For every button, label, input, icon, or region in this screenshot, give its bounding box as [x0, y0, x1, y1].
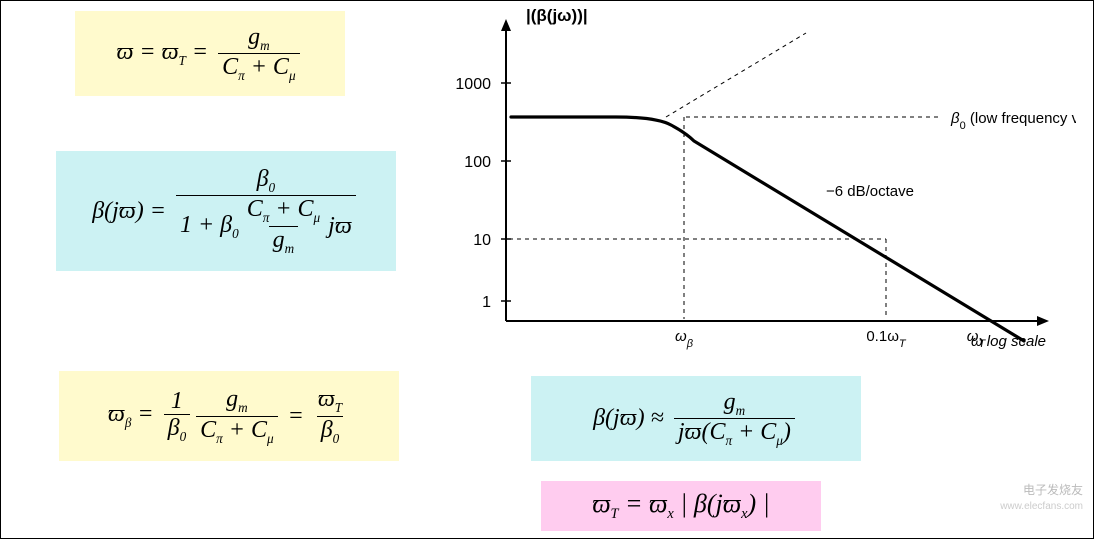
eq3-f3-den: β0	[317, 416, 344, 446]
eq4-lhs: β(jϖ) ≈	[593, 405, 670, 431]
eq4-num: gm	[720, 389, 750, 418]
eq3-f2-den: Cπ + Cμ	[196, 416, 277, 446]
x-axis-label: ω log scale	[971, 333, 1046, 350]
eq3-f3: ϖT β0	[314, 386, 346, 446]
equation-beta-approx: β(jϖ) ≈ gm jϖ(Cπ + Cμ)	[531, 376, 861, 461]
eq1-num: gm	[244, 24, 274, 53]
eq1-frac: gm Cπ + Cμ	[218, 24, 299, 84]
eq2-den-frac-num: Cπ + Cμ	[243, 196, 324, 225]
watermark: 电子发烧友	[1023, 481, 1083, 498]
chart-title: |(β(jω))|	[526, 6, 588, 25]
xtick-01wt: 0.1ωT	[866, 328, 907, 350]
eq3-f1: 1 β0	[164, 388, 191, 445]
equation-omega-beta: ϖβ = 1 β0 gm Cπ + Cμ = ϖT β0	[59, 371, 399, 461]
equation-beta-jw: β(jϖ) = β0 1 + β0 Cπ + Cμ gm jϖ	[56, 151, 396, 271]
axes	[501, 19, 1049, 326]
eq3-f2: gm Cπ + Cμ	[196, 386, 277, 446]
bode-plot: 1 10 100 1000 |(β(jω))| ωβ 0.1ωT ωT ω lo…	[446, 1, 1076, 371]
eq2-frac: β0 1 + β0 Cπ + Cμ gm jϖ	[176, 166, 356, 256]
eq3-lhs: ϖβ =	[108, 401, 160, 430]
eq2-den-left: 1 + β0	[180, 212, 239, 241]
eq3-f3-num: ϖT	[314, 386, 346, 415]
annotation-beta0-text: (low frequency value)	[970, 110, 1076, 127]
equation-omega-t: ϖ = ϖT = gm Cπ + Cμ	[75, 11, 345, 96]
ytick-1000: 1000	[455, 76, 491, 93]
eq1-den: Cπ + Cμ	[218, 53, 299, 83]
eq3-f1-den: β0	[164, 414, 191, 444]
annotation-slope: −6 dB/octave	[826, 183, 914, 200]
eq2-den: 1 + β0 Cπ + Cμ gm jϖ	[176, 195, 356, 256]
equation-omega-t-x: ϖT = ϖx | β(jϖx) |	[541, 481, 821, 531]
ytick-1: 1	[482, 294, 491, 311]
eq5-text: ϖT = ϖx | β(jϖx) |	[592, 490, 770, 523]
xtick-wb: ωβ	[675, 328, 694, 350]
y-ticks: 1 10 100 1000	[455, 76, 511, 311]
eq2-den-frac: Cπ + Cμ gm	[243, 196, 324, 256]
dashed-lines	[509, 33, 941, 319]
eq3-f2-num: gm	[222, 386, 252, 415]
eq2-den-right: jϖ	[328, 213, 352, 239]
response-curve	[511, 117, 1024, 341]
eq1-lhs: ϖ = ϖT =	[116, 39, 214, 68]
eq3-f1-num: 1	[167, 388, 187, 414]
eq4-frac: gm jϖ(Cπ + Cμ)	[674, 389, 795, 449]
x-ticks: ωβ 0.1ωT ωT	[675, 328, 986, 350]
ytick-10: 10	[473, 232, 491, 249]
eq2-num: β0	[253, 166, 280, 195]
eq4-den: jϖ(Cπ + Cμ)	[674, 418, 795, 448]
watermark-url: www.elecfans.com	[1000, 501, 1083, 512]
annotation-beta0: β0 (low frequency value)	[950, 110, 1076, 132]
ytick-100: 100	[464, 154, 491, 171]
eq3-eq: =	[282, 403, 310, 429]
eq2-den-frac-den: gm	[269, 226, 299, 256]
eq2-lhs: β(jϖ) =	[92, 198, 172, 224]
